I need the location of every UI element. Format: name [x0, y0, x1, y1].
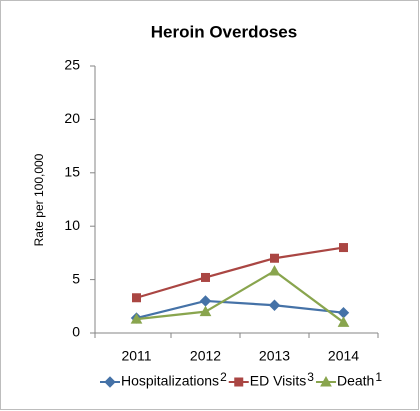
legend-footnote: 1 — [375, 370, 382, 384]
y-tick-label: 5 — [72, 270, 80, 286]
y-tick-label: 0 — [72, 324, 80, 340]
legend-label: Death — [337, 373, 374, 389]
legend-label: ED Visits — [250, 373, 307, 389]
marker — [132, 293, 141, 303]
series-line — [136, 299, 344, 320]
x-tick-label: 2014 — [328, 348, 359, 364]
x-tick-label: 2011 — [121, 348, 151, 364]
y-tick-label: 10 — [64, 217, 80, 233]
marker — [268, 265, 281, 276]
series-line — [136, 269, 345, 324]
legend-label: Hospitalizations — [121, 373, 219, 389]
legend-footnote: 3 — [307, 370, 314, 384]
marker — [337, 316, 350, 327]
marker — [320, 375, 332, 387]
y-tick-label: 20 — [64, 110, 80, 126]
marker — [199, 305, 212, 317]
marker — [130, 313, 143, 324]
series-line — [136, 246, 344, 299]
marker — [339, 243, 348, 253]
y-axis-label: Rate per 100,000 — [32, 153, 46, 246]
chart-title: Heroin Overdoses — [151, 22, 297, 41]
legend-footnote: 2 — [220, 370, 227, 384]
marker — [268, 299, 281, 311]
y-tick-label: 25 — [64, 57, 80, 73]
marker — [201, 272, 210, 282]
x-tick-label: 2012 — [190, 348, 221, 364]
marker — [104, 376, 116, 388]
x-tick-label: 2013 — [259, 348, 290, 364]
marker — [234, 377, 244, 387]
y-tick-label: 15 — [64, 164, 80, 180]
marker — [270, 253, 279, 263]
